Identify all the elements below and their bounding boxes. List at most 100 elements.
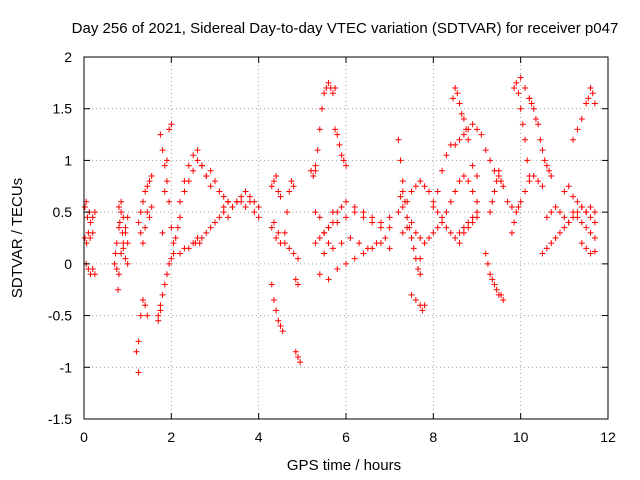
data-point bbox=[583, 224, 590, 231]
x-tick-label: 8 bbox=[429, 429, 437, 445]
data-point bbox=[482, 250, 489, 257]
data-point bbox=[434, 224, 441, 231]
data-point bbox=[439, 219, 446, 226]
data-point bbox=[286, 245, 293, 252]
data-point bbox=[454, 90, 461, 97]
data-point bbox=[434, 188, 441, 195]
data-point bbox=[408, 188, 415, 195]
data-point bbox=[491, 188, 498, 195]
data-point bbox=[277, 193, 284, 200]
data-point bbox=[312, 167, 319, 174]
data-point bbox=[386, 224, 393, 231]
data-point bbox=[268, 281, 275, 288]
data-point bbox=[343, 198, 349, 205]
data-points bbox=[81, 74, 598, 376]
data-point bbox=[511, 85, 518, 92]
grid bbox=[84, 57, 608, 419]
data-point bbox=[144, 312, 151, 319]
data-point bbox=[498, 291, 505, 298]
data-point bbox=[456, 136, 463, 143]
data-point bbox=[434, 209, 441, 216]
data-point bbox=[351, 209, 358, 216]
data-point bbox=[170, 250, 177, 257]
data-point bbox=[399, 178, 406, 185]
data-point bbox=[439, 167, 446, 174]
data-point bbox=[417, 271, 424, 278]
y-tick-label: 2 bbox=[64, 49, 72, 65]
data-point bbox=[543, 162, 550, 169]
data-point bbox=[157, 302, 164, 309]
data-point bbox=[591, 219, 598, 226]
data-point bbox=[404, 198, 411, 205]
data-point bbox=[312, 209, 319, 216]
data-point bbox=[185, 245, 192, 252]
data-point bbox=[113, 240, 120, 247]
data-point bbox=[360, 209, 367, 216]
data-point bbox=[395, 136, 402, 143]
data-point bbox=[124, 240, 131, 247]
data-point bbox=[460, 224, 467, 231]
data-point bbox=[334, 209, 341, 216]
data-point bbox=[487, 271, 494, 278]
data-point bbox=[498, 178, 505, 185]
data-point bbox=[338, 203, 345, 210]
data-point bbox=[519, 121, 526, 128]
data-point bbox=[142, 302, 149, 309]
data-point bbox=[517, 74, 524, 81]
x-tick-label: 2 bbox=[167, 429, 175, 445]
data-point bbox=[456, 178, 463, 185]
data-point bbox=[535, 121, 542, 128]
data-point bbox=[161, 162, 168, 169]
data-point bbox=[212, 178, 218, 185]
data-point bbox=[275, 188, 282, 195]
data-point bbox=[456, 240, 463, 247]
data-point bbox=[146, 178, 153, 185]
data-point bbox=[124, 260, 131, 267]
data-point bbox=[474, 172, 480, 179]
data-point bbox=[412, 297, 419, 304]
data-point bbox=[294, 353, 301, 360]
data-point bbox=[552, 235, 559, 241]
data-point bbox=[583, 209, 590, 216]
data-point bbox=[155, 312, 162, 319]
data-point bbox=[591, 100, 598, 107]
data-point bbox=[229, 203, 236, 210]
data-point bbox=[543, 214, 550, 221]
data-point bbox=[548, 172, 555, 179]
data-point bbox=[532, 116, 539, 123]
data-point bbox=[369, 245, 376, 252]
data-point bbox=[421, 302, 428, 309]
data-point bbox=[84, 214, 91, 221]
data-point bbox=[570, 136, 577, 143]
data-point bbox=[207, 167, 214, 174]
data-point bbox=[81, 203, 88, 210]
data-point bbox=[157, 131, 164, 138]
data-point bbox=[242, 188, 249, 195]
data-point bbox=[482, 147, 489, 154]
data-point bbox=[417, 255, 424, 262]
data-point bbox=[137, 229, 144, 236]
data-point bbox=[474, 126, 480, 133]
data-point bbox=[417, 235, 424, 241]
data-point bbox=[526, 178, 533, 185]
data-point bbox=[133, 348, 140, 355]
data-point bbox=[112, 250, 119, 257]
data-point bbox=[591, 248, 598, 255]
data-point bbox=[115, 286, 122, 293]
data-point bbox=[316, 235, 323, 241]
data-point bbox=[565, 183, 572, 190]
data-point bbox=[369, 219, 376, 226]
data-point bbox=[408, 219, 415, 226]
data-point bbox=[469, 121, 476, 128]
data-point bbox=[589, 90, 596, 97]
data-point bbox=[465, 178, 472, 185]
data-point bbox=[144, 209, 151, 216]
x-tick-label: 0 bbox=[80, 429, 88, 445]
data-point bbox=[439, 214, 446, 221]
data-point bbox=[332, 126, 339, 133]
data-point bbox=[583, 100, 590, 107]
data-point bbox=[225, 198, 232, 205]
data-point bbox=[196, 240, 203, 247]
chart-title: Day 256 of 2021, Sidereal Day-to-day VTE… bbox=[72, 20, 619, 37]
data-point bbox=[443, 152, 450, 159]
